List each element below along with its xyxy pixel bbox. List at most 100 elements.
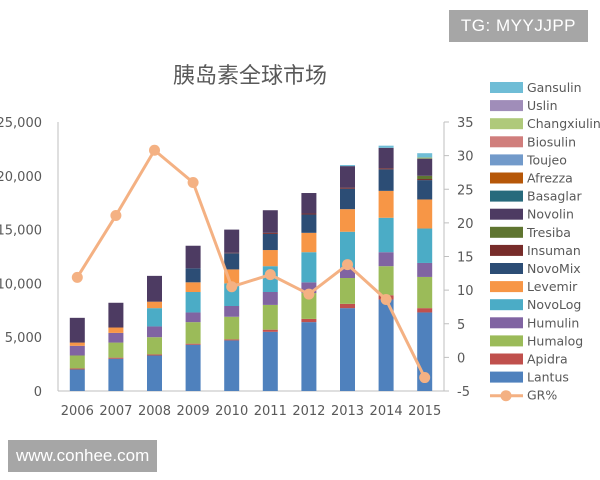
bar-segment-humulin xyxy=(147,326,162,338)
x-tick-label: 2011 xyxy=(254,404,287,419)
bar-segment-lantus xyxy=(262,331,278,391)
bar-segment-humalog xyxy=(185,322,201,344)
legend-label: Insuman xyxy=(527,243,581,258)
bar-segment-insuman xyxy=(340,187,355,189)
legend-label: Gansulin xyxy=(527,80,582,95)
left-tick-label: 10,000 xyxy=(0,277,42,292)
legend-label: GR% xyxy=(527,388,557,403)
bar-segment-lantus xyxy=(340,308,355,391)
legend-swatch xyxy=(490,335,523,347)
left-tick-label: 20,000 xyxy=(0,170,42,185)
bar-segment-novolog xyxy=(147,308,162,327)
bar-segment-humalog xyxy=(417,276,433,309)
bar-segment-novomix xyxy=(224,253,240,270)
bar-segment-lantus xyxy=(224,340,240,391)
bar-segment-insuman xyxy=(417,179,433,181)
bar-segment-humalog xyxy=(301,293,317,319)
bar-segment-insuman xyxy=(378,168,394,170)
bar-segment-levemir xyxy=(108,327,124,333)
right-tick-label: 20 xyxy=(457,217,474,232)
legend-swatch xyxy=(490,154,523,166)
legend-label: Uslin xyxy=(527,98,558,113)
gr-point xyxy=(342,259,353,271)
bar-segment-gansulin xyxy=(378,145,394,148)
bar-segment-lantus xyxy=(108,358,124,391)
bar-segment-lantus xyxy=(378,299,394,391)
legend-swatch xyxy=(490,100,523,112)
gr-point xyxy=(110,209,122,221)
bar-segment-novolog xyxy=(301,252,317,283)
legend-label: Basaglar xyxy=(527,189,582,204)
gr-point xyxy=(303,288,315,300)
bar-segment-humalog xyxy=(69,355,85,369)
bar-segment-lantus xyxy=(147,355,162,391)
bar-segment-levemir xyxy=(340,209,355,232)
x-tick-label: 2015 xyxy=(408,404,441,419)
left-tick-label: 15,000 xyxy=(0,224,42,239)
bar-segment-humulin xyxy=(185,312,201,323)
legend-swatch xyxy=(490,299,523,311)
bar-segment-humulin xyxy=(340,267,355,279)
bar-segment-apidra xyxy=(69,368,85,370)
legend-label: Humalog xyxy=(527,333,583,348)
legend-swatch xyxy=(490,82,523,93)
gr-point xyxy=(226,281,238,293)
bar-segment-novomix xyxy=(262,233,278,251)
gr-point xyxy=(71,271,83,283)
gr-point xyxy=(380,294,392,306)
bar-segment-gansulin xyxy=(340,165,355,167)
left-tick-label: 25,000 xyxy=(0,116,42,131)
bar-segment-novolin xyxy=(147,275,162,302)
bar-segment-novolog xyxy=(378,217,394,253)
gr-point xyxy=(264,269,276,281)
x-tick-label: 2009 xyxy=(177,404,210,419)
bar-segment-novolog xyxy=(340,231,355,268)
bar-segment-levemir xyxy=(301,232,317,253)
bar-segment-novomix xyxy=(301,214,317,233)
legend-swatch xyxy=(490,281,523,293)
bar-segment-apidra xyxy=(224,339,240,341)
x-tick-label: 2013 xyxy=(331,404,364,419)
bar-segment-tresiba xyxy=(417,175,433,180)
legend-swatch xyxy=(490,208,523,220)
right-tick-label: 15 xyxy=(457,251,474,266)
legend-label: Afrezza xyxy=(527,171,573,186)
bar-segment-novolin xyxy=(224,229,240,253)
legend-label: Toujeo xyxy=(526,152,567,167)
right-tick-label: 10 xyxy=(457,284,474,299)
bar-segment-novolin xyxy=(417,158,433,176)
legend-label: Lantus xyxy=(527,370,569,385)
bar-segment-changxiulin xyxy=(417,157,433,159)
bar-segment-novolin xyxy=(185,245,201,269)
bar-segment-novolog xyxy=(185,292,201,313)
bar-segment-humalog xyxy=(262,304,278,330)
x-tick-label: 2006 xyxy=(61,404,94,419)
legend-label: Humulin xyxy=(527,315,579,330)
bar-segment-lantus xyxy=(69,369,85,391)
x-tick-label: 2014 xyxy=(370,404,403,419)
bar-segment-apidra xyxy=(262,329,278,332)
legend-swatch xyxy=(490,172,523,184)
legend-marker xyxy=(500,390,512,402)
right-tick-label: -5 xyxy=(457,385,470,400)
bar-segment-novolin xyxy=(378,147,394,169)
bar-segment-humulin xyxy=(301,282,317,294)
x-tick-label: 2008 xyxy=(138,404,171,419)
bar-segment-novomix xyxy=(378,169,394,191)
bar-segment-humulin xyxy=(69,345,85,356)
bar-segment-humulin xyxy=(108,332,124,343)
bar-segment-humulin xyxy=(224,305,240,317)
legend-label: Levemir xyxy=(527,279,578,294)
bar-segment-humalog xyxy=(224,316,240,340)
legend-swatch xyxy=(490,226,523,238)
left-tick-label: 5,000 xyxy=(5,331,42,346)
bar-segment-apidra xyxy=(417,308,433,313)
legend-label: Novolin xyxy=(527,207,574,222)
bar-segment-novomix xyxy=(185,268,201,283)
bar-segment-novomix xyxy=(417,180,433,200)
x-tick-label: 2012 xyxy=(292,404,325,419)
legend-swatch xyxy=(490,118,523,130)
bar-segment-levemir xyxy=(378,190,394,218)
bar-segment-novolog xyxy=(417,228,433,263)
legend-swatch xyxy=(490,136,523,148)
